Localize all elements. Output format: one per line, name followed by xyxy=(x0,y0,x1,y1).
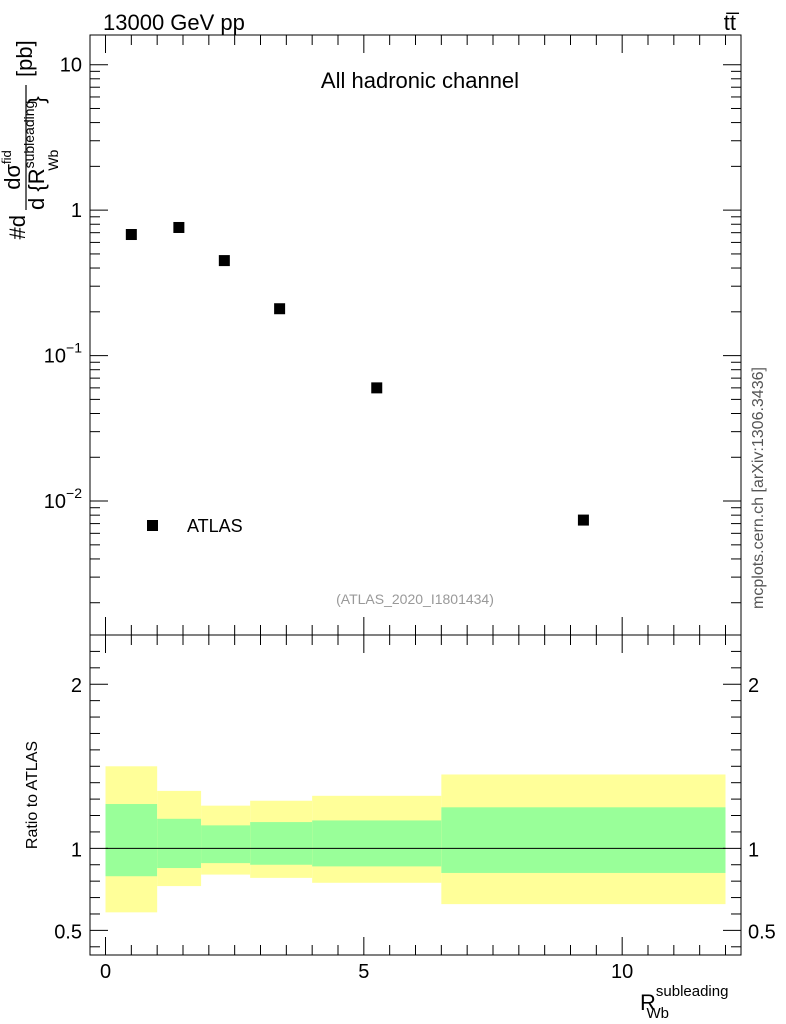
ratio-band-inner xyxy=(312,820,442,867)
ratio-xtick-labels: 0 5 10 xyxy=(100,961,633,983)
main-ylabel: #d dσfid d {Rsubleading Wb} [pb] xyxy=(0,40,61,239)
ratio-ytick-label-left: 2 xyxy=(71,675,82,697)
xtick-label: 5 xyxy=(358,961,369,983)
ylabel-unit: [pb] xyxy=(12,40,37,77)
main-ytick-label: 10−2 xyxy=(44,485,82,513)
main-title: All hadronic channel xyxy=(321,68,519,93)
main-data-points xyxy=(125,221,589,526)
main-ticks xyxy=(90,35,741,635)
data-point xyxy=(371,382,383,394)
legend-label: ATLAS xyxy=(187,516,243,536)
ratio-frame xyxy=(89,634,742,956)
data-point xyxy=(173,221,185,233)
xlabel-base: R xyxy=(640,990,656,1015)
ratio-ytick-label-left: 0.5 xyxy=(54,921,82,943)
main-ytick-label-exp: −1 xyxy=(66,340,82,356)
data-point xyxy=(218,255,230,267)
ylabel-denominator-sub: Wb xyxy=(45,149,61,170)
ylabel-numerator: dσfid xyxy=(0,150,25,190)
xtick-label: 0 xyxy=(100,961,111,983)
ratio-ytick-label-right: 0.5 xyxy=(748,921,776,943)
ratio-ticks xyxy=(90,634,741,955)
ratio-band-inner xyxy=(105,804,158,877)
ylabel-numerator-main: dσ xyxy=(0,164,25,190)
side-label: mcplots.cern.ch [arXiv:1306.3436] xyxy=(750,367,767,609)
data-point xyxy=(125,229,137,241)
ratio-band-inner xyxy=(250,822,313,865)
ylabel-denominator-main: d {R xyxy=(24,168,49,210)
ratio-ylabel: Ratio to ATLAS xyxy=(24,741,41,849)
legend-marker xyxy=(147,520,158,531)
xtick-label: 10 xyxy=(611,961,633,983)
ratio-ytick-label-left: 1 xyxy=(71,839,82,861)
ratio-band-inner xyxy=(441,807,726,873)
xlabel-sub: Wb xyxy=(646,1005,669,1022)
data-point xyxy=(577,514,589,526)
ylabel-denominator: d {Rsubleading Wb} xyxy=(21,96,61,210)
ratio-ytick-label-right: 1 xyxy=(748,839,759,861)
ylabel-prefix: #d xyxy=(5,215,30,239)
header-ttbar-label: tt̅ xyxy=(724,10,740,35)
ratio-ytick-labels: 2 2 1 1 0.5 0.5 xyxy=(54,675,776,943)
ratio-band-inner xyxy=(157,818,202,869)
xlabel-sup: subleading xyxy=(656,983,729,1000)
ratio-panel: 2 2 1 1 0.5 0.5 0 5 10 Ratio to ATLAS xyxy=(24,634,776,983)
main-ytick-label: 1 xyxy=(71,200,82,222)
ylabel-numerator-sup: fid xyxy=(0,150,14,164)
ratio-ytick-label-right: 2 xyxy=(748,675,759,697)
main-ytick-label-exp: −2 xyxy=(66,485,82,501)
main-ytick-label-base: 10 xyxy=(44,491,66,513)
data-point xyxy=(274,303,286,315)
analysis-watermark: (ATLAS_2020_I1801434) xyxy=(336,591,494,607)
xlabel: Rsubleading Wb xyxy=(640,983,728,1022)
ratio-bands xyxy=(105,766,726,913)
ylabel-denominator-sup: subleading xyxy=(21,101,37,169)
ratio-band-inner xyxy=(201,825,251,864)
ylabel-denominator-close: } xyxy=(24,96,49,103)
main-ytick-label: 10 xyxy=(60,55,82,77)
main-ytick-label: 10−1 xyxy=(44,340,82,368)
main-frame xyxy=(89,34,742,636)
main-ytick-label-base: 10 xyxy=(44,346,66,368)
header-process-label: 13000 GeV pp xyxy=(103,10,245,35)
